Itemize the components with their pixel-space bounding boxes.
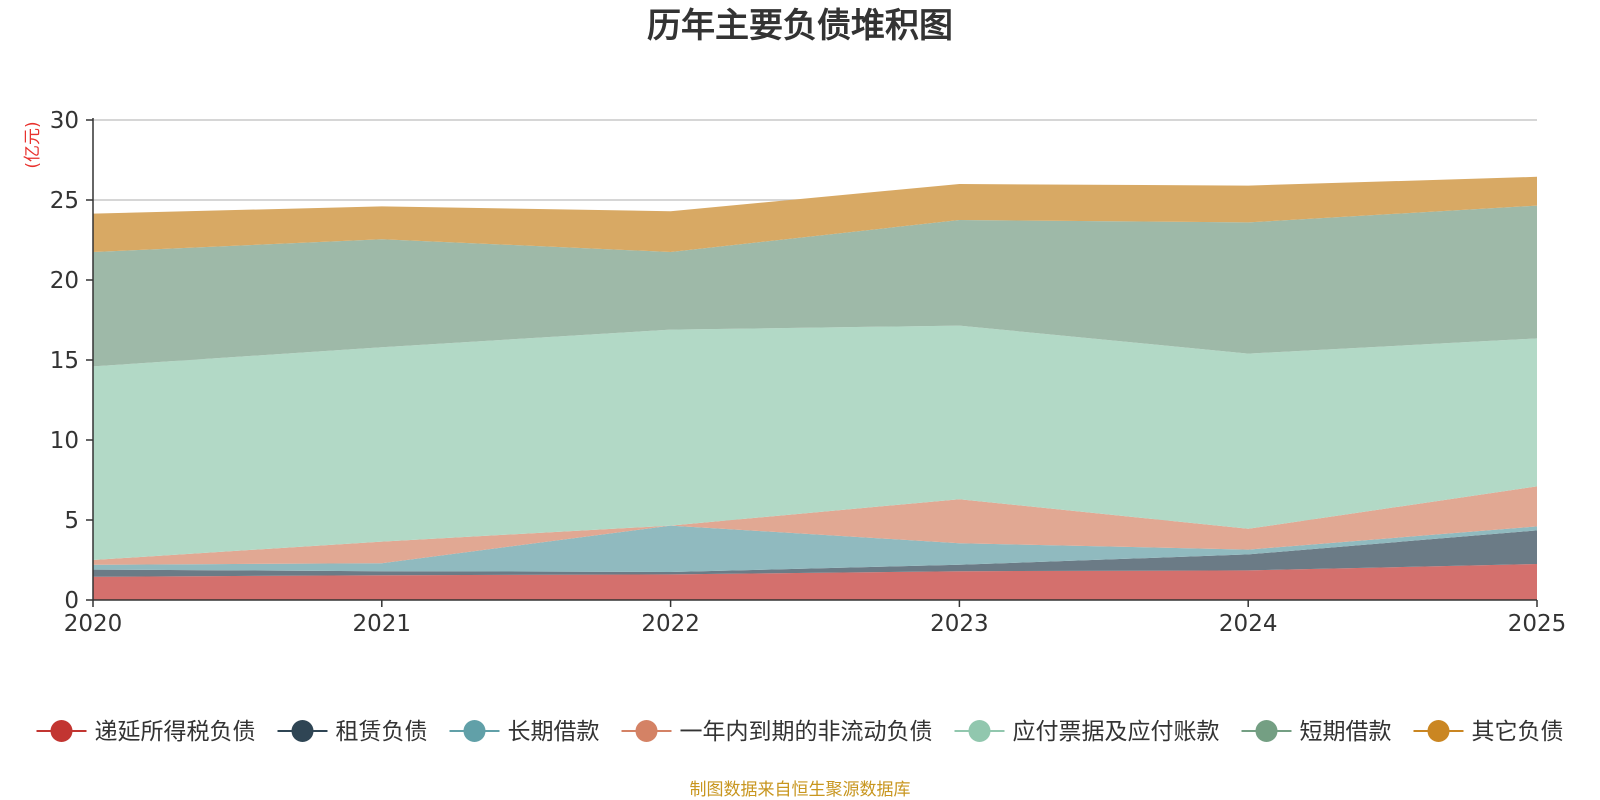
area-series-1: [93, 530, 1537, 577]
legend-item-6[interactable]: 其它负债: [1413, 719, 1564, 745]
legend-marker-1: [291, 720, 314, 742]
legend-item-1[interactable]: 租赁负债: [277, 719, 428, 745]
legend-marker-4: [968, 720, 991, 742]
y-axis-unit-label: (亿元): [23, 121, 43, 168]
legend-marker-2: [463, 720, 486, 742]
area-series-6: [93, 176, 1537, 252]
legend-item-2[interactable]: 长期借款: [449, 719, 600, 745]
area-series-0: [93, 564, 1537, 600]
area-series-2: [93, 525, 1537, 572]
x-tick-label: 2023: [930, 611, 989, 637]
chart-title: 历年主要负债堆积图: [647, 6, 953, 46]
x-tick-label: 2022: [641, 611, 700, 637]
legend-label: 应付票据及应付账款: [1013, 719, 1220, 745]
legend-marker-5: [1255, 720, 1278, 742]
x-tick-label: 2024: [1219, 611, 1278, 637]
area-layer: [93, 176, 1537, 600]
legend-label: 递延所得税负债: [95, 719, 256, 745]
y-tick-label: 20: [50, 268, 79, 294]
data-source-note: 制图数据来自恒生聚源数据库: [690, 780, 911, 800]
legend-label: 短期借款: [1300, 719, 1392, 745]
legend-label: 租赁负债: [336, 719, 428, 745]
legend[interactable]: 递延所得税负债 租赁负债 长期借款 一年内到期的非流动负债 应付票据及应付账款 短期借款 其…: [36, 719, 1564, 745]
y-tick-label: 5: [64, 508, 79, 534]
legend-marker-3: [635, 720, 658, 742]
y-tick-label: 25: [50, 188, 79, 214]
y-tick-label: 15: [50, 348, 79, 374]
y-tick-label: 0: [64, 588, 79, 614]
y-tick-label: 10: [50, 428, 79, 454]
area-series-4: [93, 325, 1537, 560]
x-tick-label: 2025: [1508, 611, 1567, 637]
legend-marker-6: [1427, 720, 1450, 742]
area-series-5: [93, 205, 1537, 367]
legend-item-4[interactable]: 应付票据及应付账款: [954, 719, 1220, 745]
legend-item-5[interactable]: 短期借款: [1241, 719, 1392, 745]
legend-item-0[interactable]: 递延所得税负债: [36, 719, 256, 745]
legend-item-3[interactable]: 一年内到期的非流动负债: [621, 719, 933, 745]
area-series-3: [93, 486, 1537, 565]
legend-label: 一年内到期的非流动负债: [680, 719, 933, 745]
legend-label: 长期借款: [508, 719, 600, 745]
legend-label: 其它负债: [1472, 719, 1564, 745]
legend-marker-0: [50, 720, 73, 742]
x-tick-label: 2020: [64, 611, 123, 637]
y-tick-label: 30: [50, 108, 79, 134]
x-tick-label: 2021: [353, 611, 412, 637]
